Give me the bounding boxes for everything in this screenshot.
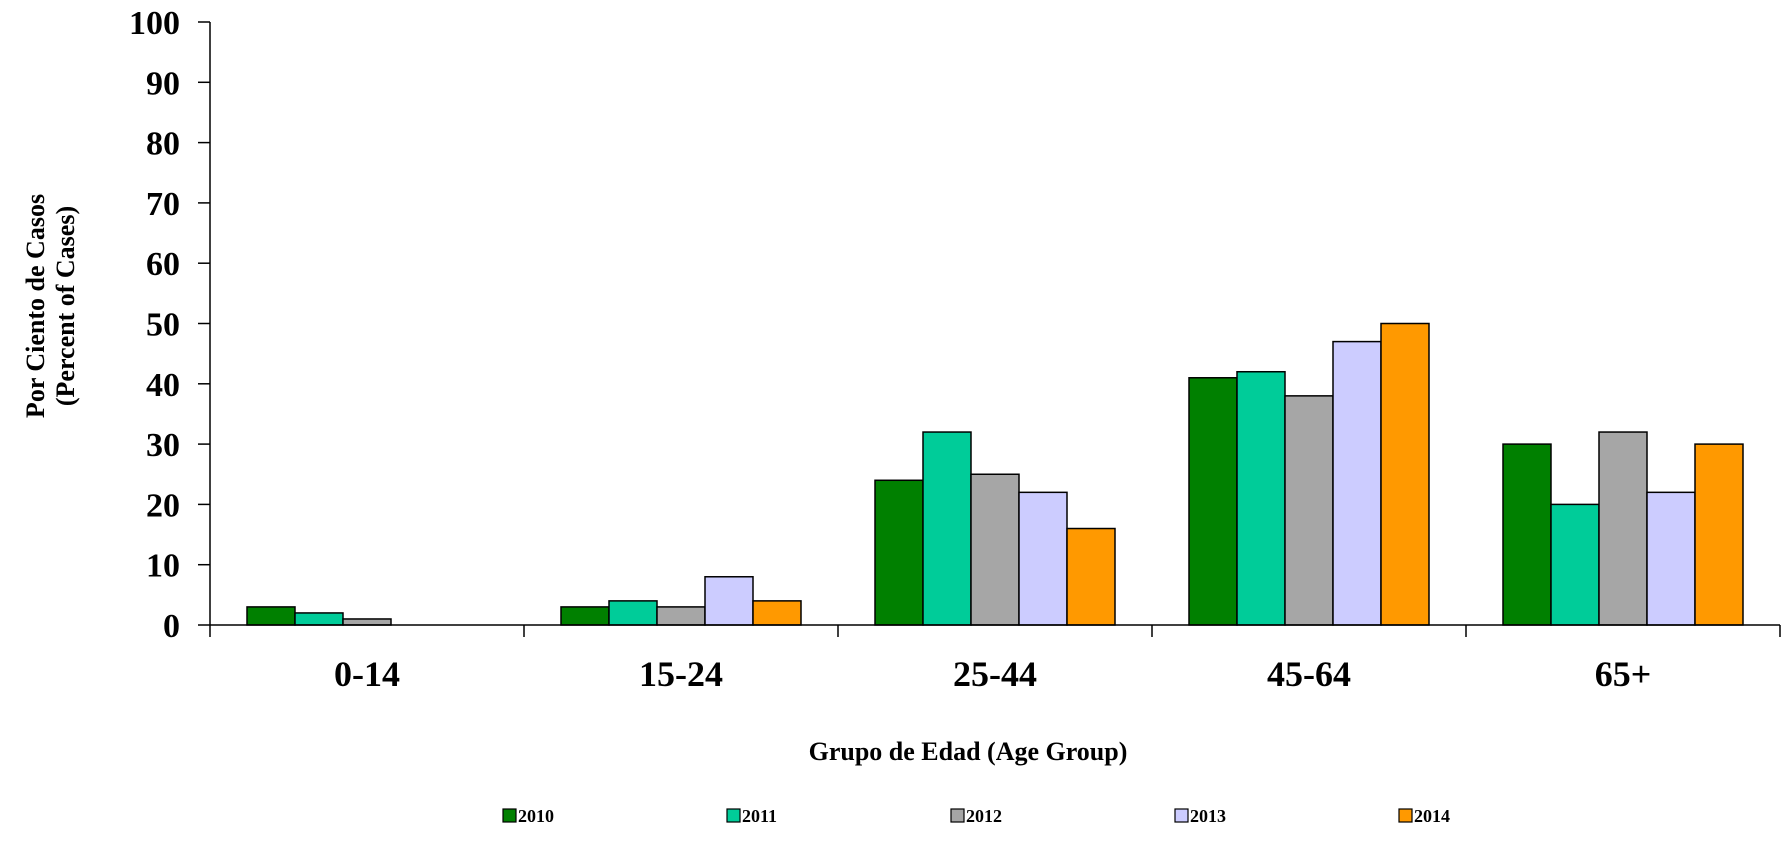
bar-2010-25-44 [874, 479, 924, 626]
bar-2014-45-64 [1380, 322, 1430, 626]
y-tick-label: 80 [146, 126, 180, 163]
y-tick-label: 60 [146, 246, 180, 283]
y-tick-label: 90 [146, 65, 180, 102]
bar-2012-15-24 [656, 606, 706, 626]
x-category-label: 25-44 [953, 654, 1037, 694]
y-tick-label: 30 [146, 427, 180, 464]
legend-item-2012: 2012 [950, 806, 1002, 826]
bar-2013-25-44 [1018, 491, 1068, 626]
bars-group [246, 322, 1744, 626]
bar-2010-15-24 [560, 606, 610, 626]
bar-2012-65+ [1598, 431, 1648, 626]
bar-2011-25-44 [922, 431, 972, 626]
y-tick-label: 10 [146, 548, 180, 585]
bar-2011-0-14 [294, 612, 344, 626]
bar-2013-15-24 [704, 576, 754, 626]
bar-2011-15-24 [608, 600, 658, 626]
bar-2014-25-44 [1066, 527, 1116, 626]
bar-2014-15-24 [752, 600, 802, 626]
legend-label: 2010 [518, 806, 554, 826]
legend-swatch [1174, 808, 1189, 823]
y-axis-title-line2: (Percent of Cases) [51, 206, 80, 406]
legend-swatch [1398, 808, 1413, 823]
y-tick-label: 70 [146, 186, 180, 223]
y-tick-label: 20 [146, 487, 180, 524]
axes-group [198, 21, 1781, 637]
bar-2011-65+ [1550, 503, 1600, 626]
legend-swatch [726, 808, 741, 823]
y-tick-label: 40 [146, 367, 180, 404]
bar-2013-45-64 [1332, 340, 1382, 626]
bar-2011-45-64 [1236, 370, 1286, 626]
y-tick-label: 100 [129, 5, 180, 42]
bar-2012-25-44 [970, 473, 1020, 626]
x-category-labels: 0-14 15-24 25-44 45-64 65+ [334, 654, 1651, 694]
bar-2010-45-64 [1188, 377, 1238, 626]
y-axis-title-line1: Por Ciento de Casos [21, 194, 50, 418]
bar-2014-65+ [1694, 443, 1744, 626]
legend-label: 2011 [742, 806, 777, 826]
legend-label: 2013 [1190, 806, 1226, 826]
legend-item-2014: 2014 [1398, 806, 1450, 826]
y-tick-labels: 0 10 20 30 40 50 60 70 80 90 100 [129, 5, 180, 645]
legend-item-2010: 2010 [502, 806, 554, 826]
legend-label: 2012 [966, 806, 1002, 826]
legend: 2010 2011 2012 2013 2014 [502, 806, 1450, 826]
legend-item-2013: 2013 [1174, 806, 1226, 826]
legend-swatch [502, 808, 517, 823]
bar-2012-0-14 [342, 618, 392, 626]
y-tick-label: 50 [146, 307, 180, 344]
x-category-label: 65+ [1595, 654, 1652, 694]
x-category-label: 45-64 [1267, 654, 1351, 694]
bar-2012-45-64 [1284, 395, 1334, 626]
x-category-label: 0-14 [334, 654, 400, 694]
x-category-label: 15-24 [639, 654, 723, 694]
legend-item-2011: 2011 [726, 806, 777, 826]
bar-2010-65+ [1502, 443, 1552, 626]
bar-2010-0-14 [246, 606, 296, 626]
y-tick-label: 0 [163, 608, 180, 645]
bar-2013-65+ [1646, 491, 1696, 626]
legend-swatch [950, 808, 965, 823]
x-axis-title: Grupo de Edad (Age Group) [809, 737, 1128, 766]
legend-label: 2014 [1414, 806, 1450, 826]
